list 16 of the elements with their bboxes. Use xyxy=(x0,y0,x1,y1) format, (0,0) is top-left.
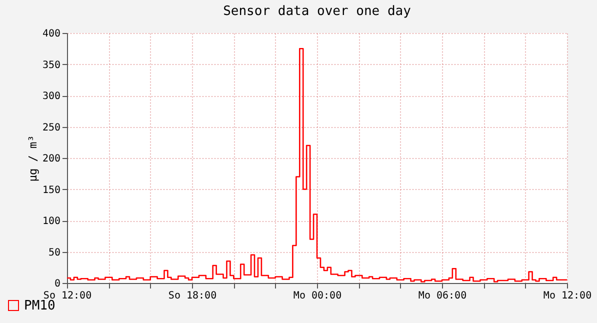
y-tick-label: 150 xyxy=(42,184,60,196)
chart-title: Sensor data over one day xyxy=(223,4,412,19)
x-tick-label: Mo 00:00 xyxy=(293,290,342,302)
legend-label: PM10 xyxy=(24,298,56,314)
x-tick-label: So 18:00 xyxy=(168,290,217,302)
y-tick-label: 400 xyxy=(42,28,60,40)
y-tick-label: 300 xyxy=(42,91,60,102)
y-tick-label: 50 xyxy=(48,247,60,258)
y-tick-label: 250 xyxy=(42,122,60,134)
y-axis-title: µg / m³ xyxy=(26,135,40,182)
x-tick-label: Mo 12:00 xyxy=(543,290,592,302)
x-tick-label: Mo 06:00 xyxy=(418,290,467,302)
y-tick-label: 0 xyxy=(54,278,60,290)
y-tick-label: 200 xyxy=(42,154,60,164)
y-tick-label: 350 xyxy=(42,60,60,71)
y-tick-label: 100 xyxy=(42,216,60,227)
